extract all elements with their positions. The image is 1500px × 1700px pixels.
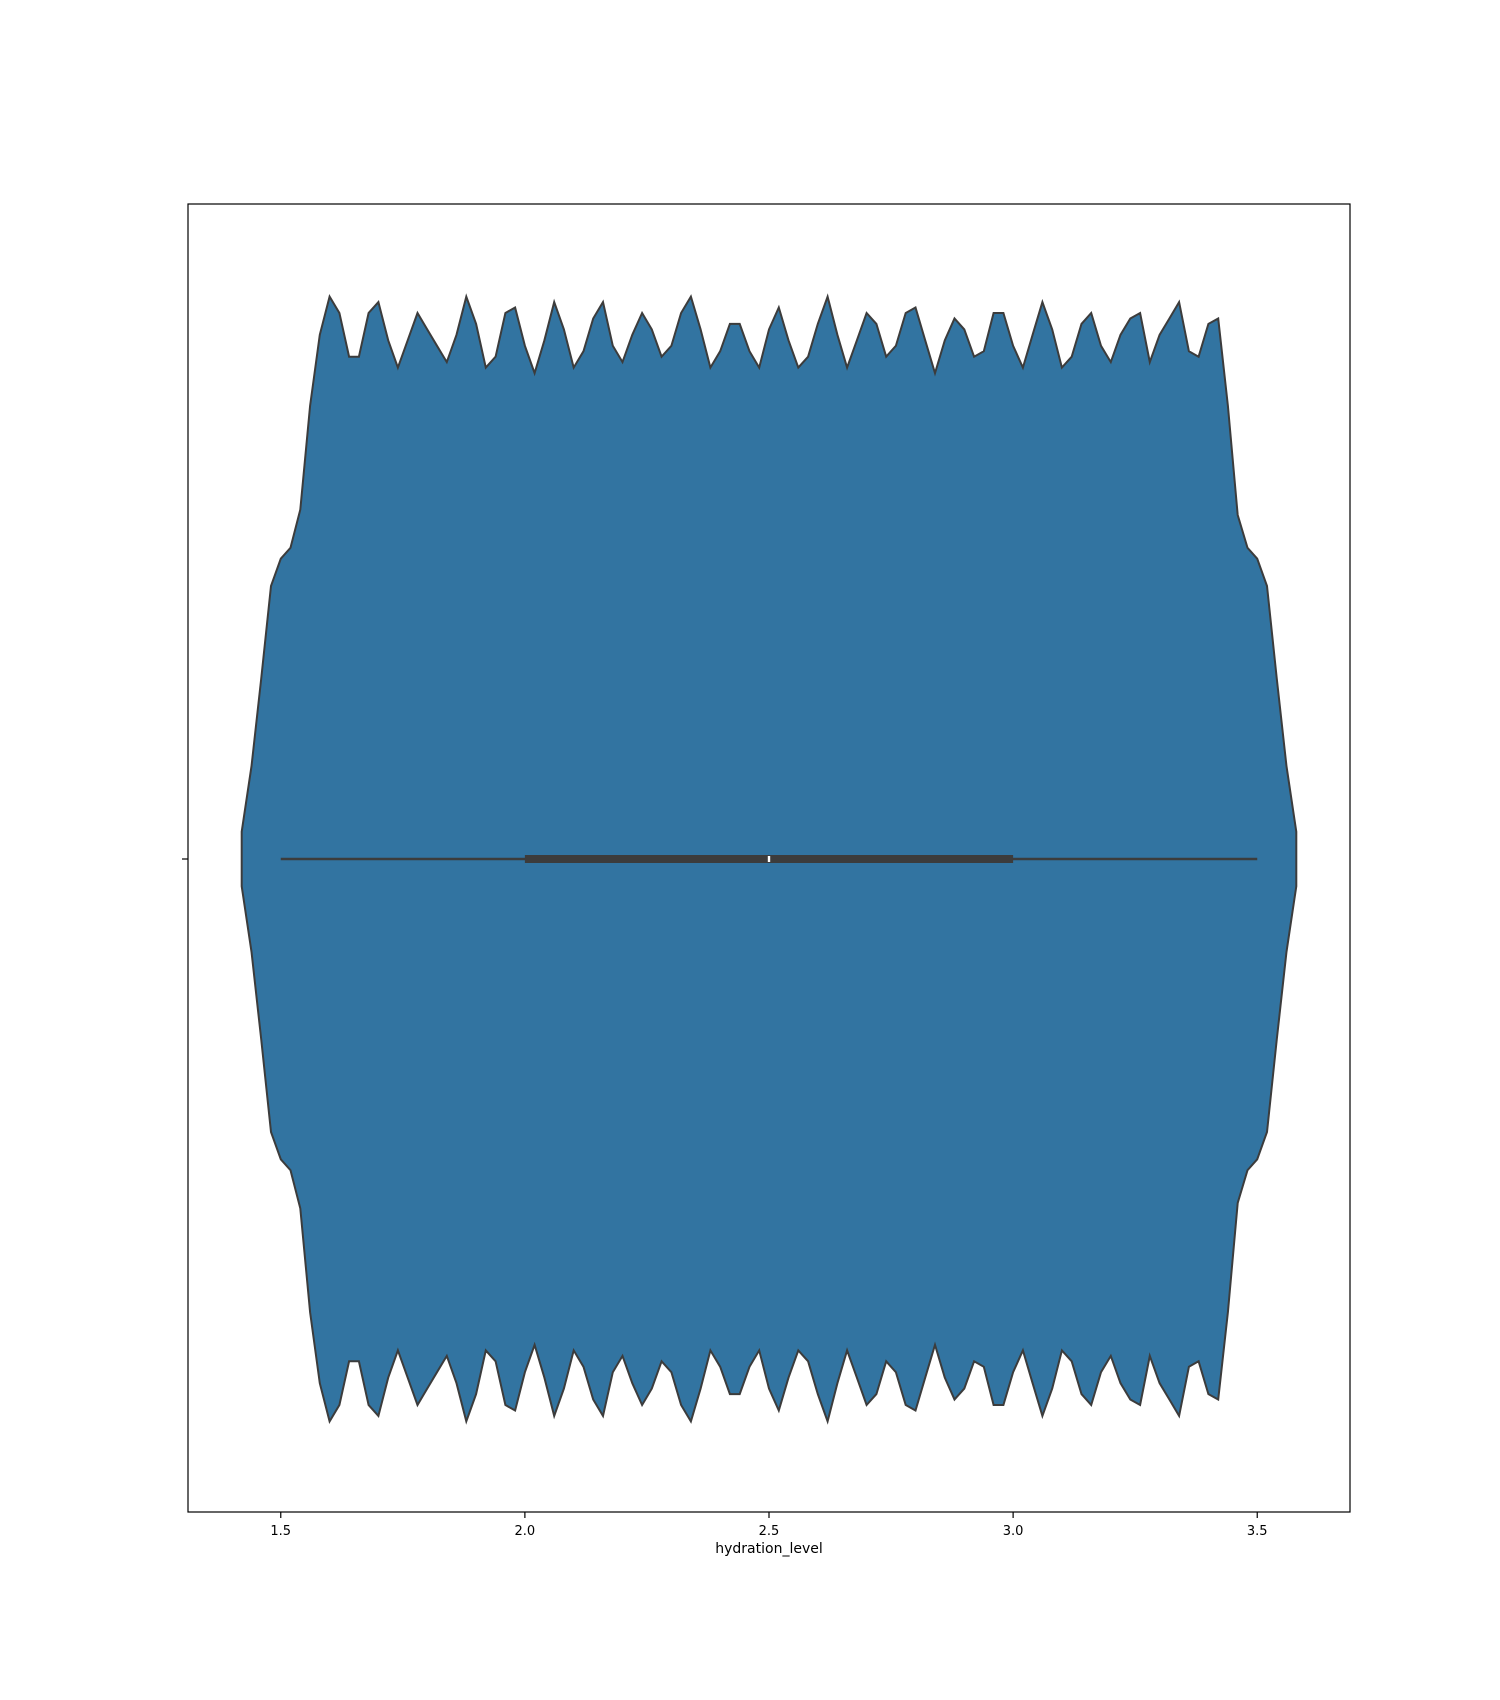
x-tick-label: 3.0	[1003, 1524, 1024, 1539]
x-tick-label: 3.5	[1247, 1524, 1268, 1539]
x-tick-label: 2.0	[515, 1524, 536, 1539]
median-marker	[767, 856, 771, 862]
x-tick-label: 1.5	[270, 1524, 291, 1539]
x-tick-label: 2.5	[759, 1524, 780, 1539]
x-axis-label: hydration_level	[715, 1541, 823, 1557]
x-axis-ticks: 1.5 2.0 2.5 3.0 3.5	[270, 1512, 1268, 1539]
plot-area	[240, 293, 1298, 1425]
